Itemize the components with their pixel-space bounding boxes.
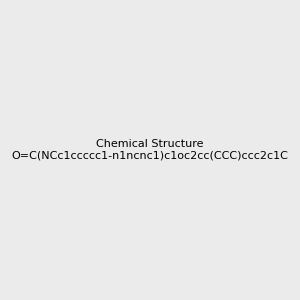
Text: Chemical Structure
O=C(NCc1ccccc1-n1ncnc1)c1oc2cc(CCC)ccc2c1C: Chemical Structure O=C(NCc1ccccc1-n1ncnc… (12, 139, 288, 161)
